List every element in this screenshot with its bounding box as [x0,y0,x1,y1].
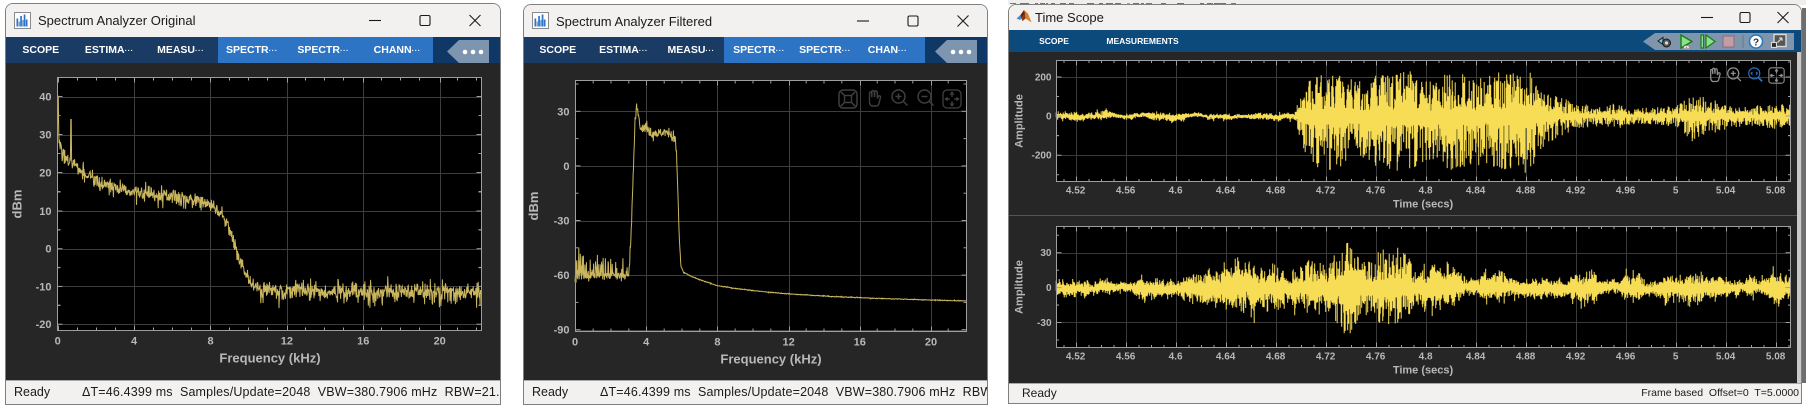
svg-text:8: 8 [714,337,720,349]
svg-text:4.52: 4.52 [1066,352,1086,363]
svg-text:12: 12 [281,336,293,348]
svg-text:4.92: 4.92 [1566,186,1586,197]
svg-text:4.52: 4.52 [1066,186,1086,197]
svg-text:-200: -200 [1031,151,1051,162]
svg-text:Time (secs): Time (secs) [1393,199,1454,211]
svg-text:Frequency (kHz): Frequency (kHz) [720,352,821,367]
svg-text:30: 30 [557,106,569,118]
svg-text:4: 4 [643,337,650,349]
svg-text:0: 0 [563,161,569,173]
svg-text:4.6: 4.6 [1169,352,1183,363]
svg-text:5.04: 5.04 [1716,352,1736,363]
svg-text:4.72: 4.72 [1316,186,1336,197]
svg-text:-90: -90 [554,325,570,337]
svg-text:dBm: dBm [526,192,541,221]
svg-text:20: 20 [434,336,446,348]
svg-text:5: 5 [1673,186,1679,197]
svg-text:dBm: dBm [10,190,25,219]
svg-text:4.68: 4.68 [1266,352,1286,363]
svg-text:4.72: 4.72 [1316,352,1336,363]
svg-text:4.68: 4.68 [1266,186,1286,197]
svg-text:5: 5 [1673,352,1679,363]
svg-text:4.56: 4.56 [1116,352,1136,363]
svg-text:30: 30 [39,130,51,142]
svg-text:0: 0 [55,336,61,348]
svg-text:4.8: 4.8 [1419,186,1433,197]
svg-text:16: 16 [357,336,369,348]
svg-text:4.88: 4.88 [1516,186,1536,197]
svg-text:8: 8 [207,336,213,348]
svg-text:30: 30 [1040,248,1052,259]
svg-text:5.08: 5.08 [1766,186,1786,197]
svg-text:20: 20 [925,337,937,349]
svg-text:Amplitude: Amplitude [1014,260,1026,314]
svg-text:-60: -60 [554,270,570,282]
svg-text:4.64: 4.64 [1216,352,1236,363]
svg-text:4.8: 4.8 [1419,352,1433,363]
svg-text:0: 0 [1046,283,1052,294]
svg-text:4.6: 4.6 [1169,186,1183,197]
svg-text:Time (secs): Time (secs) [1393,365,1454,377]
svg-text:Amplitude: Amplitude [1014,94,1026,148]
svg-text:0: 0 [45,244,51,256]
svg-text:4.76: 4.76 [1366,186,1386,197]
svg-text:-30: -30 [1037,318,1052,329]
svg-text:4.56: 4.56 [1116,186,1136,197]
svg-text:0: 0 [1046,112,1052,123]
svg-text:-20: -20 [36,319,52,331]
svg-text:4.96: 4.96 [1616,186,1636,197]
svg-text:4.76: 4.76 [1366,352,1386,363]
svg-text:-30: -30 [554,216,570,228]
svg-text:20: 20 [39,168,51,180]
svg-text:5.04: 5.04 [1716,186,1736,197]
svg-text:4.88: 4.88 [1516,352,1536,363]
svg-text:12: 12 [782,337,794,349]
svg-text:4: 4 [131,336,138,348]
svg-text:4.84: 4.84 [1466,186,1486,197]
svg-text:4.92: 4.92 [1566,352,1586,363]
svg-text:200: 200 [1035,73,1052,84]
svg-text:40: 40 [39,92,51,104]
svg-text:4.96: 4.96 [1616,352,1636,363]
svg-text:5.08: 5.08 [1766,352,1786,363]
svg-text:4.84: 4.84 [1466,352,1486,363]
svg-text:0: 0 [572,337,578,349]
svg-text:4.64: 4.64 [1216,186,1236,197]
svg-text:10: 10 [39,206,51,218]
svg-text:?: ? [1753,38,1759,49]
svg-text:Frequency (kHz): Frequency (kHz) [219,351,320,366]
svg-text:16: 16 [854,337,866,349]
svg-text:-10: -10 [36,281,52,293]
